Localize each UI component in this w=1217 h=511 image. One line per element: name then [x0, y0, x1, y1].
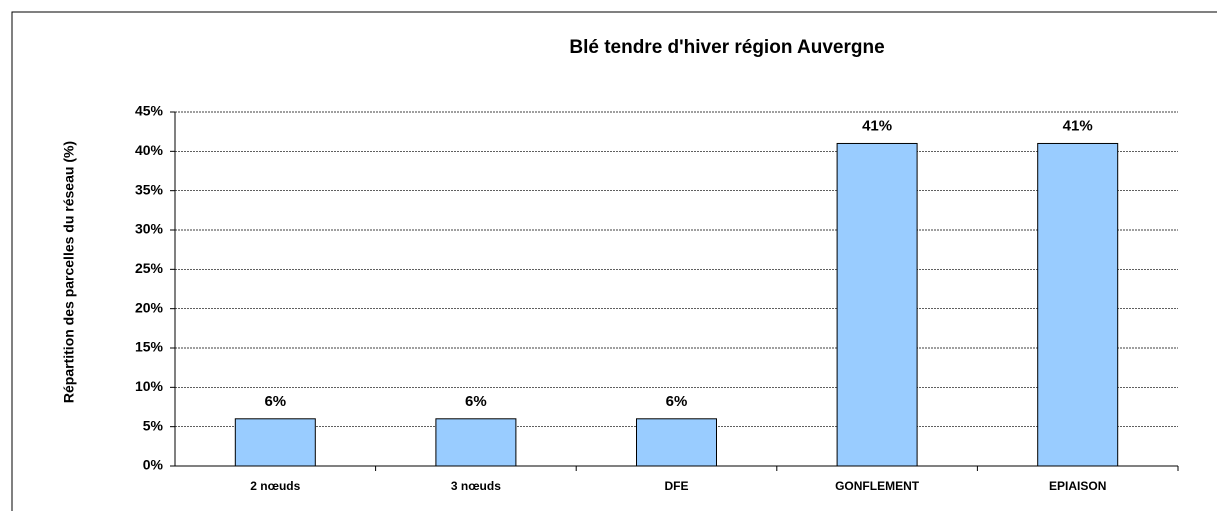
y-tick-label: 45% [135, 103, 164, 119]
bar [435, 418, 517, 467]
x-tick-label: GONFLEMENT [835, 479, 920, 493]
y-tick-label: 30% [135, 221, 164, 237]
chart-border [11, 11, 1217, 511]
bar [234, 418, 316, 467]
x-tick-label: 3 nœuds [451, 479, 501, 493]
data-label: 6% [465, 393, 487, 410]
y-tick-label: 15% [135, 339, 164, 355]
y-tick-label: 35% [135, 181, 164, 197]
y-axis-label: Répartition des parcelles du réseau (%) [61, 141, 77, 403]
x-tick-label: EPIAISON [1049, 479, 1106, 493]
y-tick-label: 5% [143, 417, 164, 433]
data-label: 6% [264, 393, 286, 410]
y-tick-label: 25% [135, 260, 164, 276]
x-tick-label: 2 nœuds [250, 479, 300, 493]
bar [1037, 142, 1119, 467]
y-tick-label: 20% [135, 299, 164, 315]
y-tick-label: 10% [135, 378, 164, 394]
x-tick-label: DFE [665, 479, 689, 493]
y-tick-label: 40% [135, 142, 164, 158]
bar [636, 418, 717, 467]
data-label: 6% [666, 393, 688, 410]
data-label: 41% [1063, 117, 1093, 134]
bar [836, 142, 918, 467]
data-label: 41% [862, 117, 892, 134]
y-tick-label: 0% [143, 457, 164, 473]
chart-title: Blé tendre d'hiver région Auvergne [569, 37, 884, 58]
